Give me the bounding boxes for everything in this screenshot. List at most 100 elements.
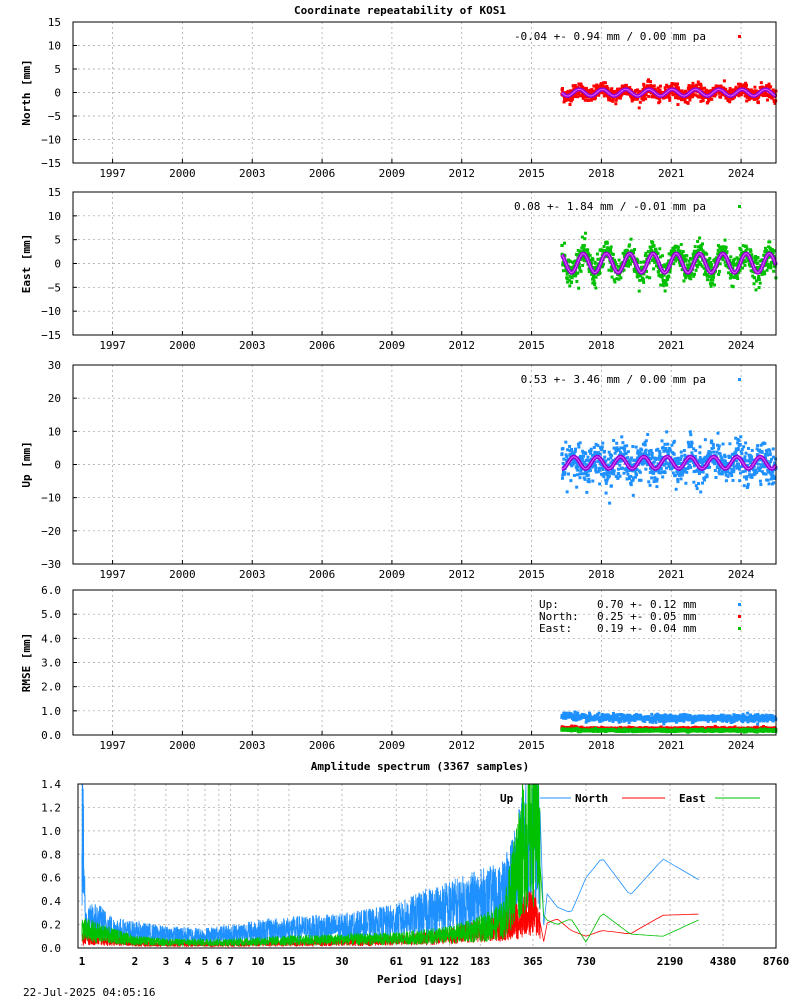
data-point xyxy=(757,278,761,282)
data-point xyxy=(613,451,617,455)
data-point xyxy=(683,712,687,716)
panel-north: 1997 2000 2003 2006 2009 2012 2015 2018 2021 2024… xyxy=(20,16,778,180)
data-point xyxy=(756,444,760,448)
data-point xyxy=(652,244,656,248)
data-point xyxy=(699,84,703,88)
data-point xyxy=(692,447,696,451)
data-point xyxy=(750,255,754,259)
data-point xyxy=(762,253,766,257)
data-point xyxy=(623,444,627,448)
data-point xyxy=(744,85,748,89)
data-point xyxy=(600,445,604,449)
data-point xyxy=(653,87,657,91)
data-point xyxy=(765,92,769,96)
data-point xyxy=(586,99,590,103)
data-point xyxy=(762,463,766,467)
data-point xyxy=(596,257,600,261)
data-point xyxy=(749,249,753,253)
data-point xyxy=(711,443,715,447)
data-point xyxy=(644,439,648,443)
data-point xyxy=(753,85,757,89)
data-point xyxy=(626,472,630,476)
data-point xyxy=(759,466,763,470)
data-point xyxy=(644,251,648,255)
data-point xyxy=(675,456,679,460)
data-point xyxy=(737,92,741,96)
data-point xyxy=(563,472,567,476)
data-point xyxy=(679,242,683,246)
y-tick-label: −30 xyxy=(41,558,61,571)
data-point xyxy=(689,95,693,99)
data-point xyxy=(756,276,760,280)
data-point xyxy=(668,98,672,102)
data-point xyxy=(701,249,705,253)
data-point xyxy=(593,90,597,94)
data-point xyxy=(677,456,681,460)
data-point xyxy=(661,445,665,449)
data-point xyxy=(571,462,575,466)
data-point xyxy=(610,269,614,273)
data-point xyxy=(739,471,743,475)
data-point xyxy=(664,446,668,450)
data-point xyxy=(709,260,713,264)
data-point xyxy=(695,83,699,87)
data-point xyxy=(631,476,635,480)
data-point xyxy=(683,469,687,473)
data-point xyxy=(660,254,664,258)
data-point xyxy=(626,250,630,254)
data-point xyxy=(716,84,720,88)
data-point xyxy=(728,100,732,104)
data-point xyxy=(732,468,736,472)
x-tick-label: 2000 xyxy=(169,167,196,180)
data-point xyxy=(663,265,667,269)
data-point xyxy=(665,430,669,434)
data-point xyxy=(733,257,737,261)
data-point xyxy=(696,258,700,262)
data-point xyxy=(580,472,584,476)
data-point xyxy=(723,238,727,242)
data-point xyxy=(676,245,680,249)
data-point xyxy=(562,241,566,245)
data-point xyxy=(625,260,629,264)
data-point xyxy=(622,471,626,475)
data-point xyxy=(628,86,632,90)
y-tick-label: −5 xyxy=(48,281,61,294)
data-point xyxy=(658,450,662,454)
data-point xyxy=(722,86,726,90)
data-point xyxy=(599,82,603,86)
data-point xyxy=(764,449,768,453)
data-point xyxy=(647,480,651,484)
data-point xyxy=(638,274,642,278)
data-point xyxy=(575,279,579,283)
data-point xyxy=(752,276,756,280)
data-point xyxy=(625,713,629,717)
y-axis-label: East [mm] xyxy=(20,234,33,294)
data-point xyxy=(614,98,618,102)
data-point xyxy=(635,473,639,477)
data-point xyxy=(568,453,572,457)
data-point xyxy=(643,443,647,447)
data-point xyxy=(637,454,641,458)
data-point xyxy=(657,468,661,472)
data-point xyxy=(658,451,662,455)
data-point xyxy=(651,720,655,724)
data-point xyxy=(643,253,647,257)
data-point xyxy=(577,445,581,449)
data-point xyxy=(659,467,663,471)
data-point xyxy=(762,719,766,723)
data-point xyxy=(748,461,752,465)
data-point xyxy=(631,251,635,255)
x-tick-label: 2006 xyxy=(309,339,336,352)
data-point xyxy=(565,272,569,276)
data-point xyxy=(626,450,630,454)
data-point xyxy=(744,249,748,253)
data-point xyxy=(687,274,691,278)
data-point xyxy=(704,91,708,95)
data-point xyxy=(733,725,737,729)
data-point xyxy=(602,81,606,85)
data-point xyxy=(571,266,575,270)
data-point xyxy=(570,97,574,101)
data-point xyxy=(597,451,601,455)
y-tick-label: −20 xyxy=(41,525,61,538)
data-point xyxy=(642,458,646,462)
